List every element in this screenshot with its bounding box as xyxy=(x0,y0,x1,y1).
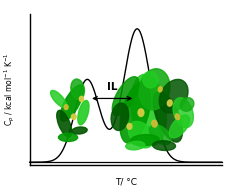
Ellipse shape xyxy=(138,109,144,116)
Ellipse shape xyxy=(167,100,172,106)
Ellipse shape xyxy=(131,135,159,146)
Ellipse shape xyxy=(71,79,84,100)
Ellipse shape xyxy=(153,91,183,142)
Ellipse shape xyxy=(72,127,87,134)
Y-axis label: C$_p$ / kcal mol$^{-1}$ K$^{-1}$: C$_p$ / kcal mol$^{-1}$ K$^{-1}$ xyxy=(3,53,17,126)
Ellipse shape xyxy=(60,85,84,121)
Ellipse shape xyxy=(180,98,194,111)
Ellipse shape xyxy=(120,82,150,143)
Ellipse shape xyxy=(158,87,162,92)
Ellipse shape xyxy=(112,77,139,116)
X-axis label: T/ °C: T/ °C xyxy=(115,177,137,186)
Ellipse shape xyxy=(71,114,76,119)
Ellipse shape xyxy=(175,114,180,120)
Ellipse shape xyxy=(153,141,176,150)
Ellipse shape xyxy=(111,103,129,130)
Ellipse shape xyxy=(64,105,68,110)
Ellipse shape xyxy=(51,90,66,107)
Ellipse shape xyxy=(152,120,157,127)
Ellipse shape xyxy=(169,115,190,138)
Ellipse shape xyxy=(126,141,145,150)
Ellipse shape xyxy=(131,74,166,146)
Ellipse shape xyxy=(143,71,158,88)
Ellipse shape xyxy=(173,98,193,128)
Ellipse shape xyxy=(128,121,154,148)
Ellipse shape xyxy=(159,79,188,113)
Ellipse shape xyxy=(139,69,170,110)
Ellipse shape xyxy=(150,125,171,145)
Ellipse shape xyxy=(58,133,78,142)
Text: IL: IL xyxy=(107,82,117,92)
Ellipse shape xyxy=(57,110,72,137)
Ellipse shape xyxy=(78,101,89,125)
Ellipse shape xyxy=(79,96,84,101)
Ellipse shape xyxy=(127,123,132,129)
